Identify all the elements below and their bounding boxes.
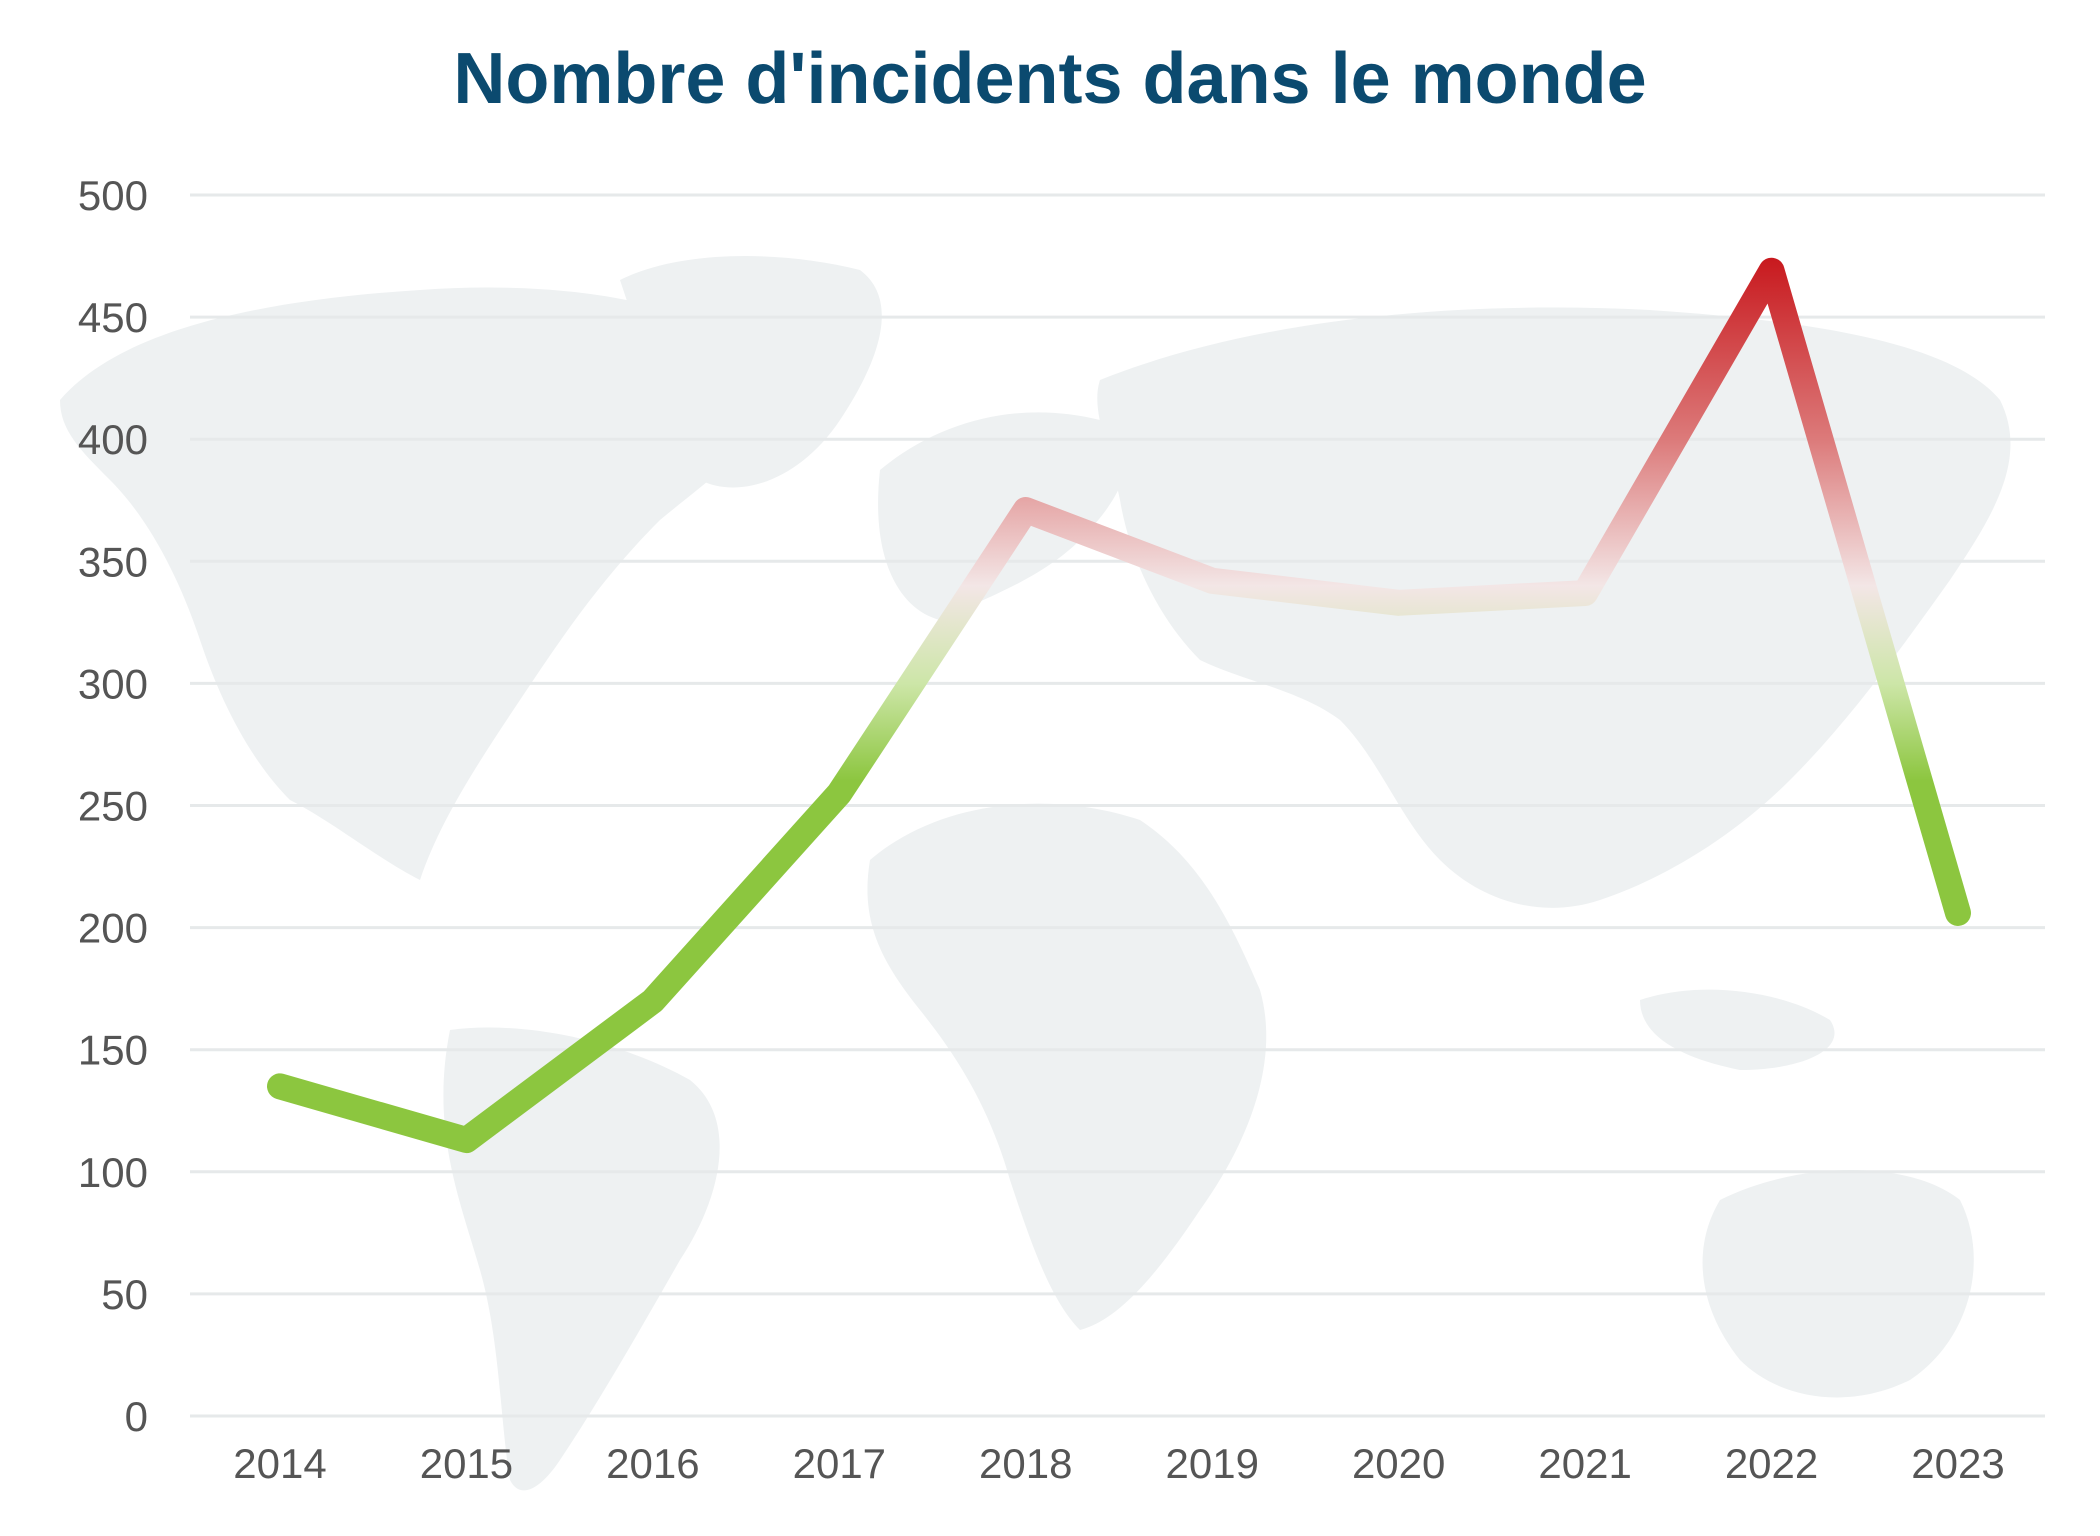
map-landmass-8: [1702, 1170, 1974, 1398]
y-tick-label-100: 100: [78, 1149, 148, 1196]
series-line-1: [267, 257, 1971, 1154]
y-tick-label-450: 450: [78, 294, 148, 341]
x-tick-label-2021: 2021: [1538, 1440, 1631, 1487]
x-tick-label-2019: 2019: [1166, 1440, 1259, 1487]
data-point-2022: [1770, 269, 1774, 273]
data-point-2019: [1210, 579, 1214, 583]
x-tick-label-2014: 2014: [233, 1440, 326, 1487]
y-tick-label-50: 50: [101, 1271, 148, 1318]
map-landmass-1: [60, 287, 771, 881]
map-landmass-5: [867, 803, 1267, 1330]
data-point-2020: [1397, 601, 1401, 605]
data-point-2017: [837, 791, 841, 795]
y-tick-label-500: 500: [78, 172, 148, 219]
data-point-2015: [464, 1138, 468, 1142]
gridlines: [190, 193, 2045, 1418]
map-landmass-4: [878, 412, 1127, 620]
y-tick-label-350: 350: [78, 538, 148, 585]
world-map-background: [60, 256, 2011, 1491]
x-tick-label-2020: 2020: [1352, 1440, 1445, 1487]
data-point-2016: [651, 999, 655, 1003]
data-point-2014: [278, 1084, 282, 1088]
x-tick-label-2022: 2022: [1725, 1440, 1818, 1487]
series-layer: [267, 257, 1971, 1154]
y-tick-label-400: 400: [78, 416, 148, 463]
data-point-2023: [1956, 911, 1960, 915]
y-tick-label-250: 250: [78, 783, 148, 830]
x-tick-label-2023: 2023: [1911, 1440, 2004, 1487]
x-tick-label-2015: 2015: [420, 1440, 513, 1487]
chart-title: Nombre d'incidents dans le monde: [453, 39, 1647, 119]
data-point-2021: [1583, 591, 1587, 595]
map-landmass-3: [443, 1027, 720, 1491]
y-tick-label-200: 200: [78, 905, 148, 952]
x-tick-label-2017: 2017: [793, 1440, 886, 1487]
y-tick-label-150: 150: [78, 1027, 148, 1074]
y-tick-label-300: 300: [78, 660, 148, 707]
x-tick-label-2016: 2016: [606, 1440, 699, 1487]
data-point-2018: [1024, 508, 1028, 512]
x-axis: 2014 2015 2016 2017 2018 2019 2020 2021 2022 2023: [233, 1440, 2004, 1487]
y-tick-label-0: 0: [125, 1393, 148, 1440]
map-landmass-2: [620, 256, 882, 488]
y-axis: 0 50 100 150 200 250 300 350 400 450 500: [78, 172, 148, 1440]
map-landmass-7: [1640, 989, 1835, 1070]
x-tick-label-2018: 2018: [979, 1440, 1072, 1487]
